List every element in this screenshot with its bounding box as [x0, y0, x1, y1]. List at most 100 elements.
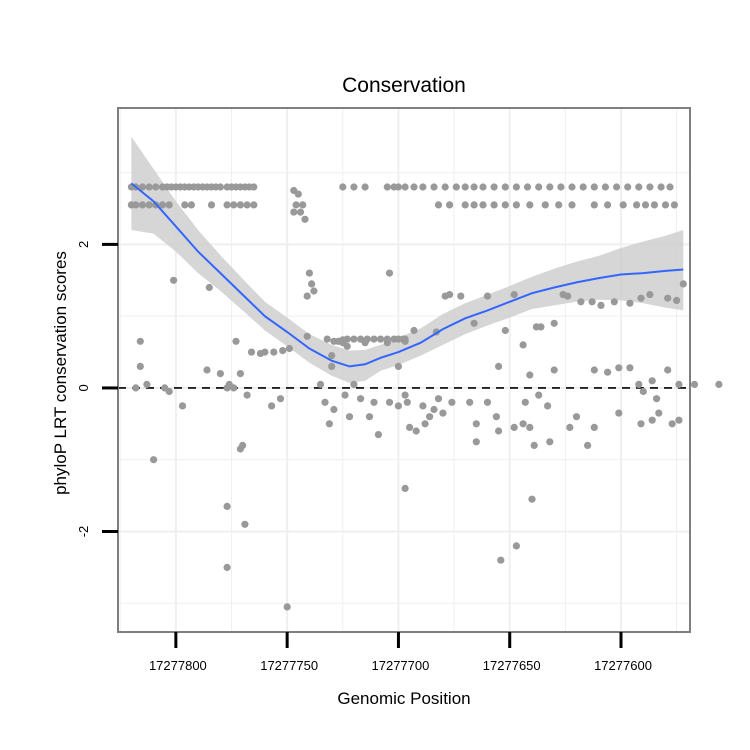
data-point — [365, 413, 374, 421]
data-point — [419, 183, 427, 191]
data-point — [675, 380, 683, 388]
data-point — [430, 405, 438, 414]
data-point — [301, 215, 309, 223]
data-point — [290, 208, 298, 216]
y-tick-label: 0 — [76, 384, 91, 391]
data-point — [568, 201, 576, 209]
data-point — [239, 441, 247, 449]
data-point — [566, 423, 574, 431]
data-point — [223, 502, 231, 510]
data-point — [635, 183, 643, 191]
data-point — [377, 335, 385, 343]
data-point — [152, 183, 160, 191]
data-point — [403, 398, 411, 406]
data-point — [339, 183, 347, 191]
data-point — [361, 339, 369, 347]
data-point — [243, 391, 251, 399]
data-point — [490, 183, 498, 191]
data-point — [434, 395, 443, 403]
data-point — [276, 395, 285, 403]
data-point — [292, 201, 300, 209]
y-axis: 2 0 -2 — [76, 241, 118, 537]
confidence-ribbon-layer — [131, 136, 684, 383]
data-point — [648, 416, 656, 424]
data-point — [383, 183, 391, 191]
data-point — [519, 341, 527, 349]
data-point — [715, 380, 723, 388]
data-point — [526, 423, 534, 431]
data-point — [668, 420, 676, 428]
data-point — [230, 201, 238, 209]
data-point — [158, 201, 167, 209]
data-point — [250, 201, 258, 209]
data-point — [512, 542, 521, 550]
data-point — [535, 391, 543, 399]
data-point — [308, 280, 316, 288]
data-point — [670, 201, 679, 209]
data-point — [223, 563, 231, 572]
data-point — [590, 423, 598, 431]
data-point — [512, 201, 521, 209]
data-point — [268, 402, 276, 410]
data-point — [279, 347, 287, 355]
data-point — [577, 298, 585, 306]
data-point — [664, 366, 672, 374]
data-point — [613, 183, 621, 191]
data-point — [136, 337, 144, 345]
data-point — [241, 520, 249, 528]
data-point — [544, 402, 552, 410]
data-point — [294, 190, 302, 198]
data-point — [236, 370, 244, 378]
data-point — [615, 409, 623, 417]
data-point — [270, 348, 278, 356]
data-point — [283, 603, 291, 611]
data-point — [328, 362, 336, 370]
data-point — [550, 319, 558, 327]
data-point — [483, 398, 492, 406]
data-point — [232, 337, 240, 345]
data-point — [675, 416, 683, 424]
data-point — [341, 391, 349, 399]
data-point — [419, 402, 427, 410]
data-point — [165, 387, 173, 396]
data-point — [138, 201, 147, 209]
data-point — [637, 420, 645, 428]
data-point — [230, 384, 238, 392]
data-point — [457, 292, 465, 300]
data-point — [579, 183, 587, 191]
data-point — [401, 183, 409, 191]
data-point — [132, 384, 140, 392]
data-point — [394, 183, 402, 191]
data-point — [439, 409, 447, 417]
data-point — [434, 201, 443, 209]
data-point — [530, 441, 538, 449]
data-point — [492, 413, 500, 421]
data-point — [648, 377, 656, 385]
data-point — [401, 484, 409, 492]
data-point — [673, 296, 681, 304]
data-point — [470, 319, 478, 327]
data-point — [410, 326, 418, 335]
data-point — [690, 380, 699, 388]
data-point — [452, 183, 460, 191]
data-point — [426, 413, 434, 421]
data-point — [357, 395, 365, 403]
data-point — [339, 339, 347, 347]
data-point — [472, 420, 480, 428]
data-point — [655, 409, 663, 417]
data-point — [236, 201, 244, 209]
data-point — [510, 291, 518, 299]
data-point — [401, 337, 409, 345]
data-point — [299, 201, 307, 209]
data-point — [350, 183, 358, 191]
data-point — [145, 201, 153, 209]
data-point — [653, 395, 661, 403]
data-point — [546, 438, 554, 446]
data-point — [374, 431, 382, 439]
data-point — [216, 183, 224, 191]
data-point — [588, 298, 596, 306]
data-point — [448, 398, 456, 406]
data-point — [223, 201, 231, 209]
data-point — [385, 398, 394, 406]
